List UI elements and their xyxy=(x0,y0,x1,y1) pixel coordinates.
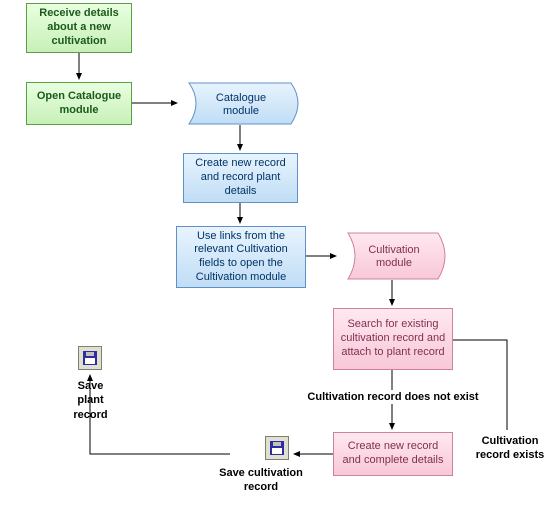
node-use-links: Use links from the relevant Cultivation … xyxy=(176,226,306,288)
node-text: Search for existing cultivation record a… xyxy=(338,318,448,359)
node-text: Create new record and record plant detai… xyxy=(188,157,293,198)
label-text: Cultivation record does not exist xyxy=(307,391,478,403)
label-text: Save plant record xyxy=(73,380,107,421)
node-cultivation-module: Cultivation module xyxy=(336,232,452,280)
label-text: Save cultivation record xyxy=(219,467,303,493)
module-text-line1: Cultivation xyxy=(368,244,419,256)
label-save-plant: Save plant record xyxy=(63,379,118,422)
label-save-cultivation: Save cultivation record xyxy=(202,466,320,495)
label-record-exists: Cultivation record exists xyxy=(470,434,550,463)
node-create-record: Create new record and record plant detai… xyxy=(183,153,298,203)
node-text: Use links from the relevant Cultivation … xyxy=(181,230,301,285)
label-record-not-exist: Cultivation record does not exist xyxy=(302,390,484,404)
node-text: Open Catalogue module xyxy=(31,90,127,118)
node-create-new: Create new record and complete details xyxy=(333,432,453,476)
floppy-icon xyxy=(83,351,97,365)
node-open-catalogue: Open Catalogue module xyxy=(26,82,132,125)
save-icon xyxy=(78,346,102,370)
node-receive-details: Receive details about a new cultivation xyxy=(26,3,132,53)
label-text: Cultivation record exists xyxy=(476,435,544,461)
save-icon xyxy=(265,436,289,460)
node-catalogue-module: Catalogue module xyxy=(175,82,305,125)
node-text: Create new record and complete details xyxy=(338,440,448,468)
module-text-line2: module xyxy=(376,257,412,269)
module-text-line1: Catalogue xyxy=(216,92,266,104)
module-text-line2: module xyxy=(223,105,259,117)
floppy-icon xyxy=(270,441,284,455)
node-text: Receive details about a new cultivation xyxy=(31,7,127,48)
node-search-existing: Search for existing cultivation record a… xyxy=(333,308,453,370)
